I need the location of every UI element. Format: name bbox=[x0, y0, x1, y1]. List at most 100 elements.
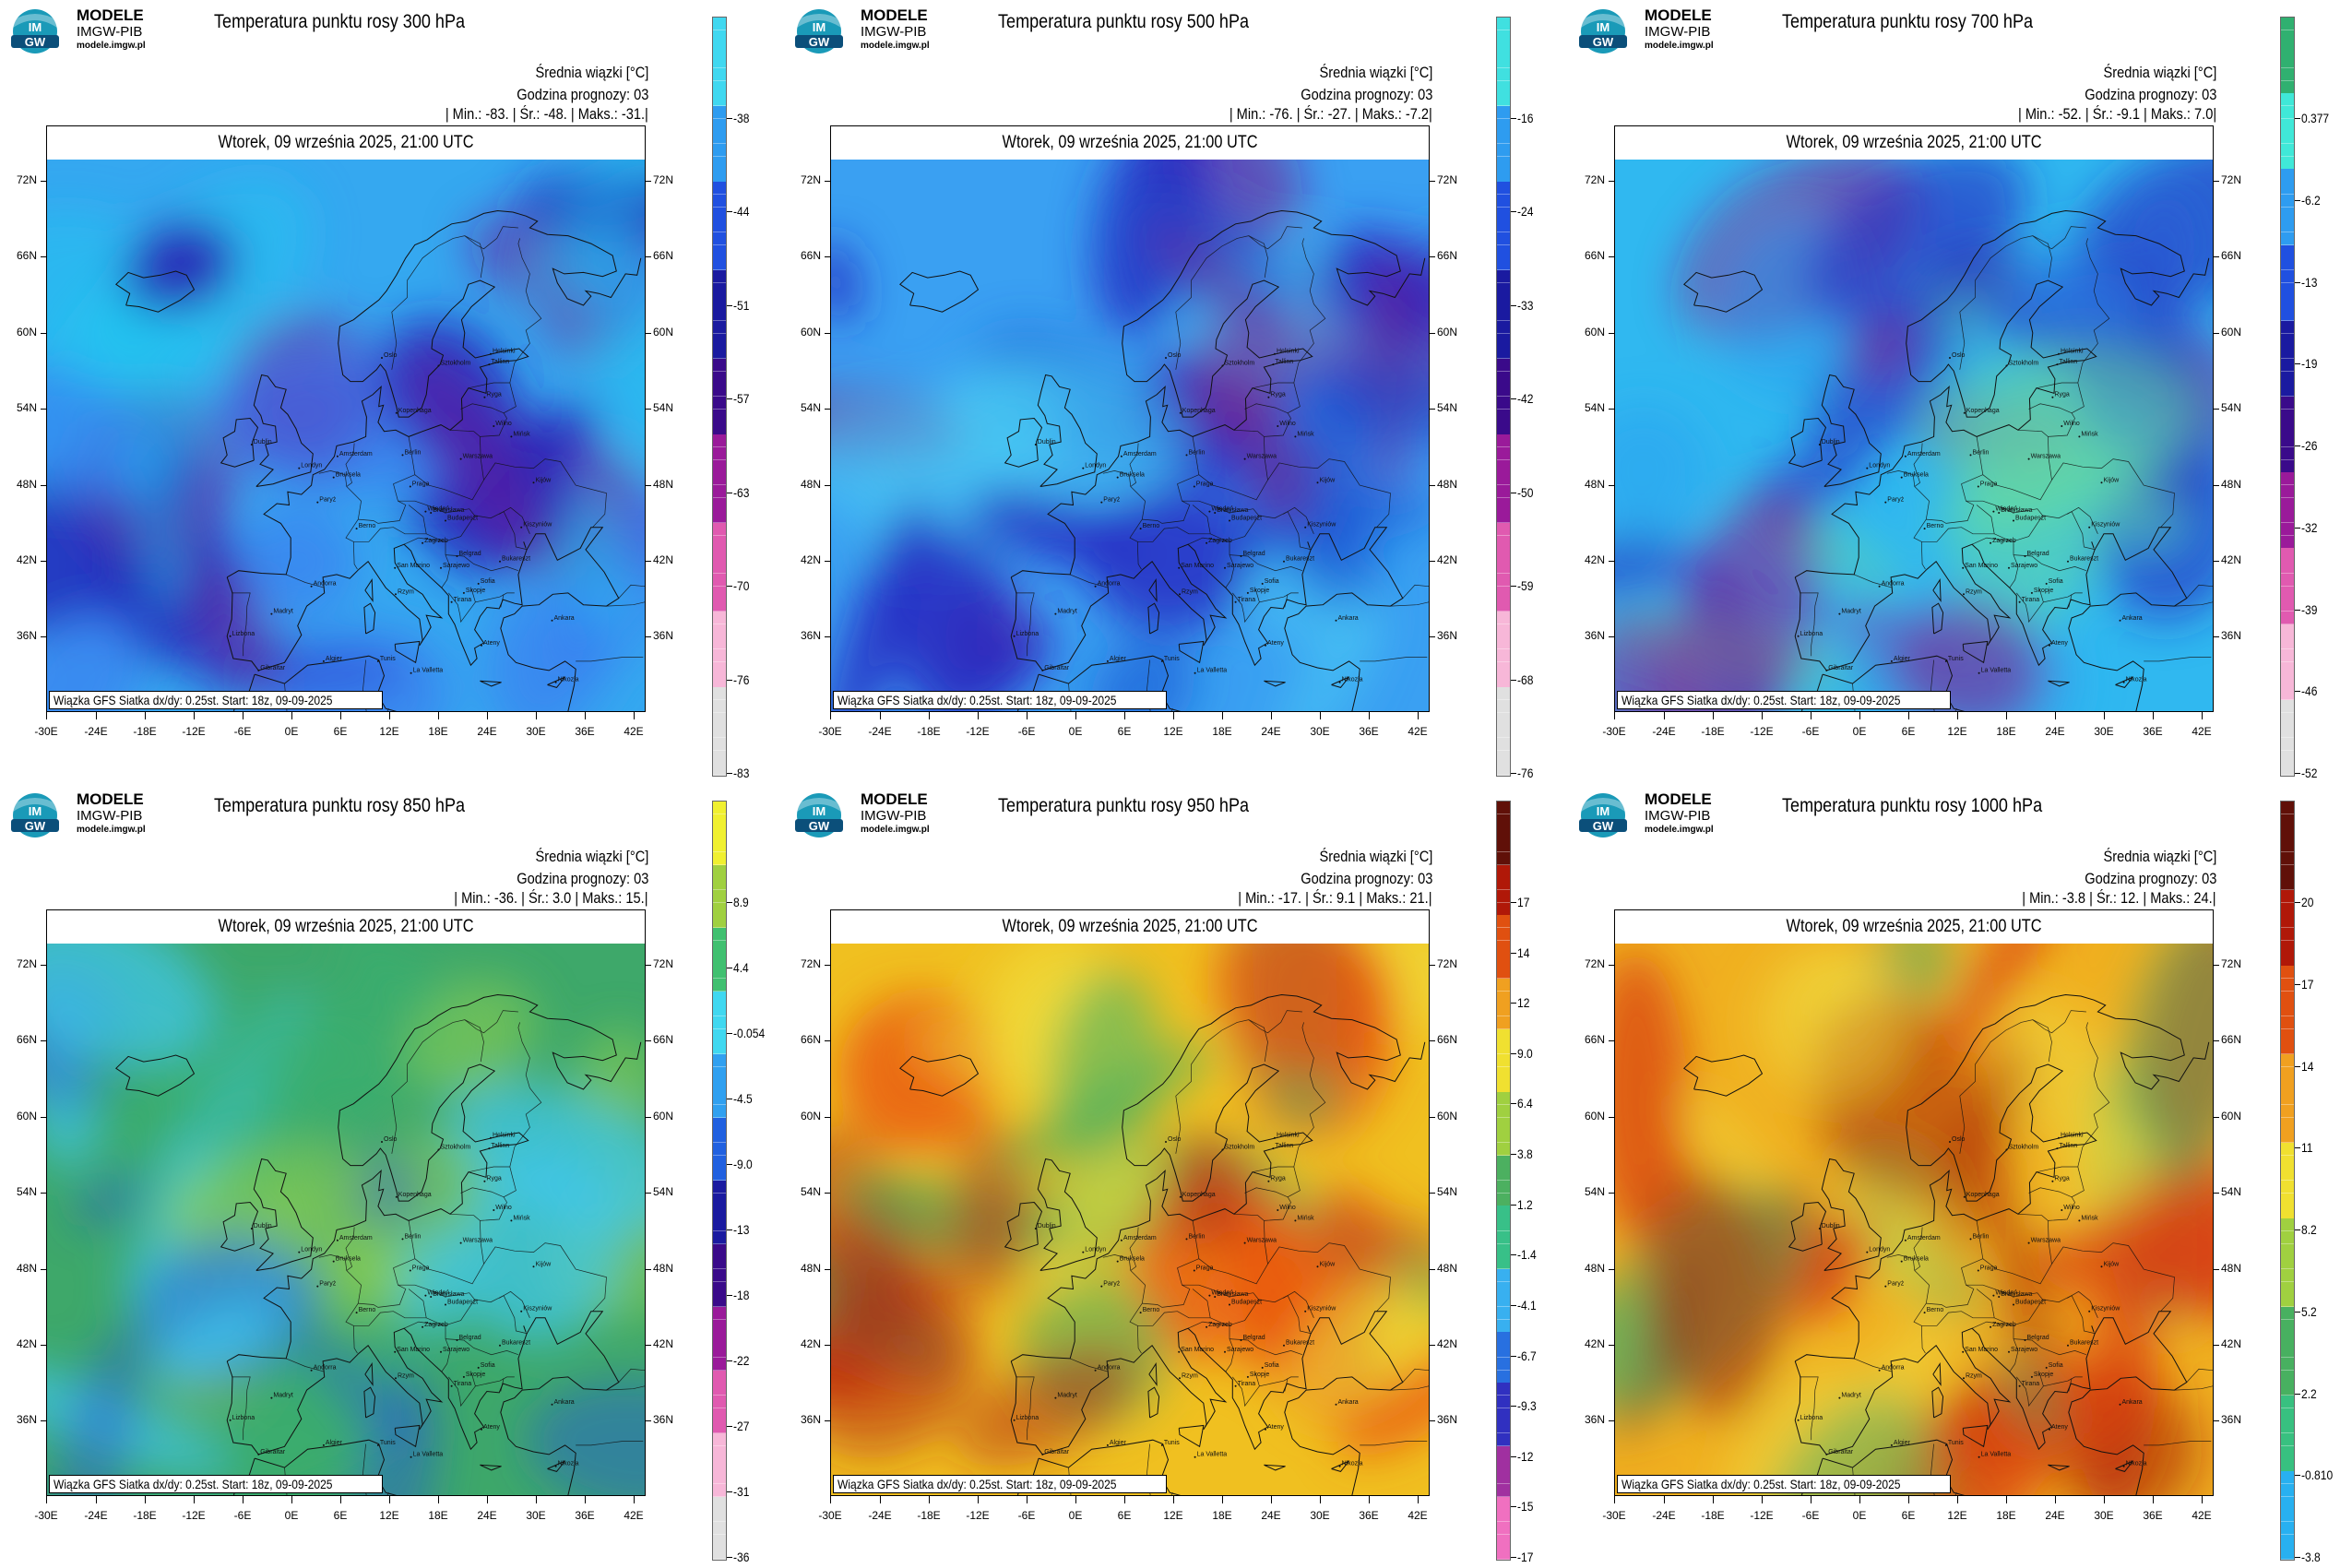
colorbar-segment bbox=[2281, 1509, 2294, 1523]
colorbar-tick-mark bbox=[1511, 902, 1516, 903]
lat-label-right: 42N bbox=[2221, 1337, 2242, 1350]
city-marker bbox=[395, 593, 397, 596]
country-border bbox=[618, 1368, 645, 1383]
city-marker bbox=[483, 396, 486, 398]
coastline bbox=[1683, 270, 1764, 313]
colorbar-segment bbox=[713, 1218, 726, 1232]
lon-label: 0E bbox=[1068, 1509, 1083, 1522]
colorbar-segment bbox=[1497, 1357, 1510, 1371]
field-blob bbox=[1641, 1165, 1781, 1423]
city-marker bbox=[2024, 555, 2026, 557]
field-blob bbox=[2013, 247, 2141, 339]
lon-label: 30E bbox=[526, 1509, 546, 1522]
forecast-hour-label: Godzina prognozy: 03 bbox=[2084, 870, 2216, 887]
brand-url[interactable]: modele.imgw.pl bbox=[1645, 825, 1714, 835]
country-border bbox=[1390, 601, 1429, 607]
city-marker bbox=[445, 519, 446, 522]
colorbar-segment bbox=[713, 953, 726, 967]
imgw-logo-icon: IM GW bbox=[1579, 793, 1627, 837]
colorbar-segment bbox=[1497, 232, 1510, 246]
stat-avg-value: 12. bbox=[2120, 889, 2140, 907]
lat-label-left: 54N bbox=[17, 1185, 38, 1198]
colorbar-segment bbox=[2281, 763, 2294, 777]
city-marker bbox=[1900, 476, 1903, 479]
city-label: Kopenhaga bbox=[398, 408, 432, 414]
colorbar-segment bbox=[2281, 889, 2294, 904]
city-label: Madryt bbox=[1841, 1393, 1860, 1399]
colorbar-segment bbox=[713, 928, 726, 942]
dewpoint-field bbox=[1615, 944, 2213, 1495]
colorbar-segment bbox=[2281, 737, 2294, 752]
colorbar-segment bbox=[2281, 80, 2294, 94]
colorbar-segment bbox=[2281, 131, 2294, 145]
lon-label: 0E bbox=[284, 1509, 299, 1522]
city-label: Algier bbox=[1110, 1440, 1127, 1446]
dewpoint-map[interactable]: Oslo Sztokholm Helsinki Tallinn Ryga Wilno Kop… bbox=[47, 160, 645, 711]
city-marker bbox=[310, 585, 313, 588]
country-border bbox=[474, 511, 528, 551]
colorbar-segment bbox=[2281, 1357, 2294, 1371]
city-marker bbox=[1969, 454, 1972, 457]
stat-min-label: | Min.: bbox=[1229, 105, 1266, 123]
country-border bbox=[1284, 1378, 1289, 1392]
colorbar-segment bbox=[2281, 270, 2294, 284]
lat-label-left: 66N bbox=[1585, 1033, 1606, 1046]
colorbar-segment bbox=[1497, 1408, 1510, 1421]
panel-meta: Średnia wiązki [°C] Godzina prognozy: 03 bbox=[517, 62, 648, 106]
brand-url[interactable]: modele.imgw.pl bbox=[77, 41, 146, 51]
colorbar-tick-label: 3.8 bbox=[1517, 1146, 1533, 1162]
colorbar-segment bbox=[2281, 18, 2294, 31]
colorbar-segment bbox=[2281, 459, 2294, 473]
brand-url[interactable]: modele.imgw.pl bbox=[1645, 41, 1714, 51]
colorbar-segment bbox=[1497, 1281, 1510, 1295]
country-border bbox=[1182, 500, 1260, 542]
lon-label: -24E bbox=[84, 725, 108, 738]
city-label: Sarajewo bbox=[1227, 1347, 1253, 1353]
dewpoint-map[interactable]: Oslo Sztokholm Helsinki Tallinn Ryga Wilno Kop… bbox=[47, 944, 645, 1495]
colorbar-segment bbox=[1497, 30, 1510, 43]
brand-url[interactable]: modele.imgw.pl bbox=[861, 41, 930, 51]
stat-avg-label: | Śr.: bbox=[2085, 105, 2113, 123]
imgw-logo-icon: IM GW bbox=[1579, 9, 1627, 53]
country-border bbox=[2032, 235, 2052, 279]
colorbar-tick-mark bbox=[1511, 1254, 1516, 1256]
lat-tick-right bbox=[646, 561, 651, 562]
lon-tick bbox=[243, 1496, 244, 1503]
lat-tick-left bbox=[41, 561, 46, 562]
date-label: Wtorek, 09 września 2025, 21:00 UTC bbox=[218, 133, 474, 152]
colorbar-segment bbox=[713, 1243, 726, 1257]
city-label: Londyn bbox=[1869, 1247, 1890, 1253]
field-blob bbox=[1755, 944, 1901, 1095]
city-marker bbox=[1208, 1294, 1211, 1297]
city-label: Tallinn bbox=[491, 359, 509, 365]
dewpoint-map[interactable]: Oslo Sztokholm Helsinki Tallinn Ryga Wilno Kop… bbox=[1615, 944, 2213, 1495]
city-label: Amsterdam bbox=[1123, 451, 1157, 457]
colorbar-segment bbox=[1497, 422, 1510, 435]
lat-label-right: 48N bbox=[653, 478, 674, 491]
country-border bbox=[464, 235, 484, 279]
svg-text:GW: GW bbox=[809, 819, 830, 833]
city-label: Budapeszt bbox=[2015, 516, 2046, 522]
city-marker bbox=[2008, 1350, 2010, 1353]
colorbar-segment bbox=[713, 144, 726, 158]
dewpoint-map[interactable]: Oslo Sztokholm Helsinki Tallinn Ryga Wilno Kop… bbox=[1615, 160, 2213, 711]
city-marker bbox=[1825, 1453, 1828, 1455]
lat-label-right: 66N bbox=[1437, 1033, 1458, 1046]
city-marker bbox=[1949, 1141, 1951, 1143]
dewpoint-map[interactable]: Oslo Sztokholm Helsinki Tallinn Ryga Wilno Kop… bbox=[831, 160, 1429, 711]
brand-url[interactable]: modele.imgw.pl bbox=[861, 825, 930, 835]
city-label: Zagrzeb bbox=[1208, 1322, 1232, 1328]
colorbar-tick-label: -22 bbox=[733, 1353, 750, 1368]
coastline bbox=[363, 1386, 376, 1419]
colorbar-segment bbox=[713, 1054, 726, 1068]
colorbar-tick-mark bbox=[1511, 1052, 1516, 1054]
city-label: Kijów bbox=[2104, 1261, 2120, 1267]
city-label: Kiszyniów bbox=[1307, 522, 1336, 529]
brand-block: MODELE IMGW-PIB modele.imgw.pl bbox=[1645, 791, 1714, 835]
city-marker bbox=[1240, 555, 1242, 557]
brand-url[interactable]: modele.imgw.pl bbox=[77, 825, 146, 835]
colorbar-tick-label: -13 bbox=[2301, 274, 2318, 290]
dewpoint-map[interactable]: Oslo Sztokholm Helsinki Tallinn Ryga Wilno Kop… bbox=[831, 944, 1429, 1495]
colorbar-segment bbox=[2281, 1483, 2294, 1497]
model-footnote: Wiązka GFS Siatka dx/dy: 0.25st. Start: … bbox=[49, 1475, 383, 1493]
